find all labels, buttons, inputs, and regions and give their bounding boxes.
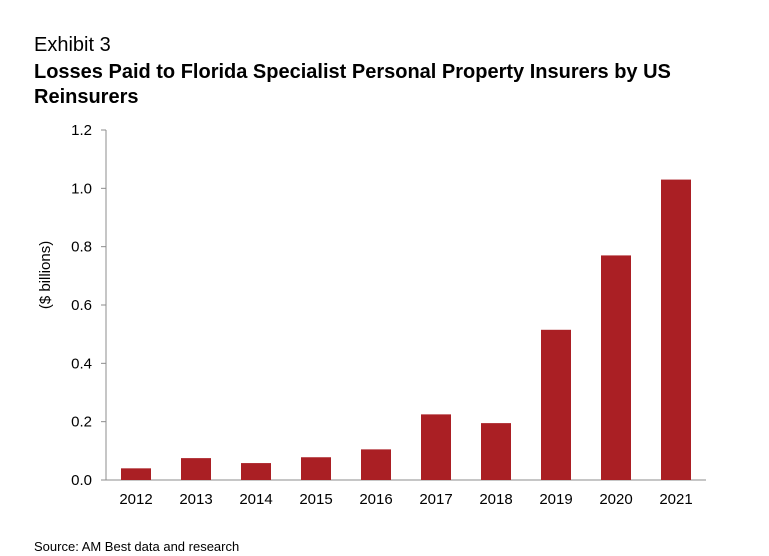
- y-tick-label: 1.2: [71, 122, 92, 139]
- bar-2016: [361, 449, 391, 480]
- x-tick-label: 2015: [299, 491, 332, 508]
- x-tick-label: 2016: [359, 491, 392, 508]
- chart-title: Losses Paid to Florida Specialist Person…: [34, 61, 671, 108]
- x-tick-label: 2012: [119, 491, 152, 508]
- bar-2015: [301, 457, 331, 480]
- bar-2018: [481, 423, 511, 480]
- y-tick-label: 0.0: [71, 472, 92, 489]
- y-tick-label: 1.0: [71, 180, 92, 197]
- x-tick-label: 2019: [539, 491, 572, 508]
- x-tick-label: 2018: [479, 491, 512, 508]
- y-tick-label: 0.8: [71, 239, 92, 256]
- x-tick-label: 2014: [239, 491, 272, 508]
- source-note: Source: AM Best data and research: [34, 539, 240, 554]
- bar-series: [121, 179, 691, 481]
- bar-2019: [541, 329, 571, 480]
- y-axis-label: ($ billions): [37, 241, 54, 309]
- x-tick-label: 2013: [179, 491, 212, 508]
- bar-2020: [601, 255, 631, 480]
- x-tick-label: 2020: [599, 491, 632, 508]
- exhibit-label: Exhibit 3: [34, 34, 111, 56]
- y-tick-label: 0.2: [71, 414, 92, 431]
- y-tick-label: 0.6: [71, 297, 92, 314]
- bar-2014: [241, 463, 271, 480]
- bar-2017: [421, 414, 451, 480]
- y-tick-label: 0.4: [71, 355, 92, 372]
- x-tick-label: 2017: [419, 491, 452, 508]
- y-axis: 0.0 0.2 0.4 0.6 0.8 1.0 1.2: [71, 122, 107, 489]
- x-tick-label: 2021: [659, 491, 692, 508]
- bar-2013: [181, 458, 211, 480]
- x-axis: 2012 2013 2014 2015 2016 2017 2018 2019 2020 2021: [106, 479, 706, 508]
- bar-2012: [121, 468, 151, 480]
- bar-2021: [661, 179, 691, 481]
